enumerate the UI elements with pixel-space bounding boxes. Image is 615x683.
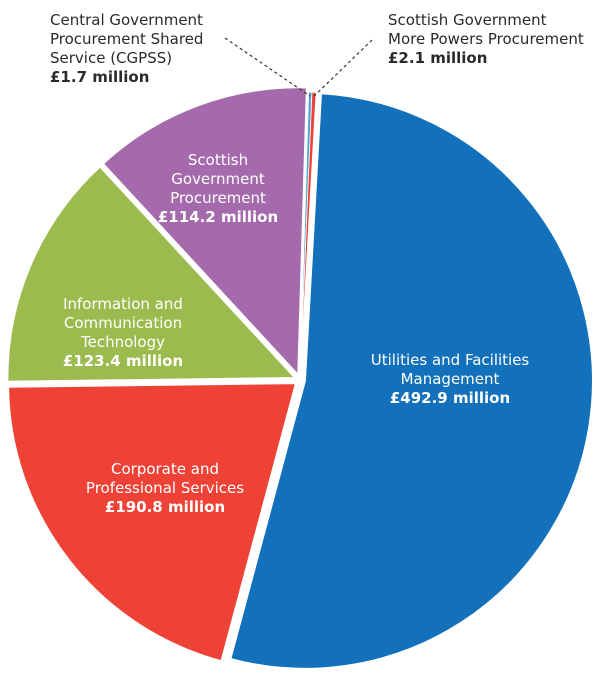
slice-value-label: £123.4 million	[63, 352, 183, 370]
slice-label-utilities-and-facilities-management: Utilities and Facilities Management £492.9…	[371, 351, 530, 407]
pie-slice-information-and-communication-technology	[6, 165, 298, 383]
slice-value-label: £114.2 million	[158, 208, 278, 226]
slice-label-line: Professional Services	[86, 479, 244, 497]
slice-label-line: Scottish	[188, 151, 248, 169]
slice-label-line: Technology	[80, 333, 165, 351]
slice-label-line: Procurement	[170, 189, 266, 207]
slice-label-line: Service (CGPSS)	[50, 49, 172, 67]
slice-label-line: Government	[171, 170, 265, 188]
slice-label-corporate-and-professional-services: Corporate and Professional Services £190.8…	[86, 460, 244, 516]
slice-label-line: Communication	[64, 314, 182, 332]
slice-label-line: Information and	[63, 295, 183, 313]
slice-label-information-and-communication-technology: Information and Communication Technology £1…	[63, 295, 183, 370]
leader-line	[224, 37, 311, 97]
slice-label-line: Scottish Government	[388, 11, 547, 29]
pie-slice-scottish-government-more-powers-procurement	[299, 91, 317, 381]
slice-value-label: £492.9 million	[390, 389, 510, 407]
pie-slice-utilities-and-facilities-management	[229, 92, 594, 670]
slice-value-label: £1.7 million	[50, 68, 149, 86]
slice-label-central-government-procurement-shared-service-cgpss: Central Government Procurement Shared Serv…	[50, 11, 203, 86]
slice-label-line: Central Government	[50, 11, 203, 29]
slice-label-line: More Powers Procurement	[388, 30, 584, 48]
slice-label-scottish-government-more-powers-procurement: Scottish Government More Powers Procureme…	[388, 11, 584, 67]
slice-value-label: £190.8 million	[105, 498, 225, 516]
slice-label-line: Procurement Shared	[50, 30, 203, 48]
slice-value-label: £2.1 million	[388, 49, 487, 67]
pie-slice-corporate-and-professional-services	[7, 382, 298, 663]
slice-label-line: Management	[401, 370, 500, 388]
slice-label-scottish-government-procurement: Scottish Government Procurement £114.2 mill…	[158, 151, 278, 226]
slice-label-line: Corporate and	[111, 460, 219, 478]
slice-label-line: Utilities and Facilities	[371, 351, 530, 369]
leader-line	[313, 39, 373, 97]
pie-slice-scottish-government-procurement	[101, 86, 308, 378]
